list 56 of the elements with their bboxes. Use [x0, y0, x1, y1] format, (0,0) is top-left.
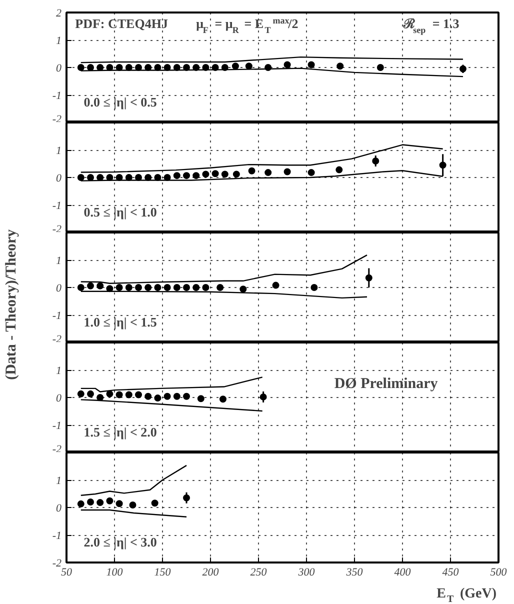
y-tick-label: 0 [56, 282, 62, 294]
point [77, 500, 84, 508]
x-tick-label: 50 [61, 566, 72, 578]
y-tick-label: -1 [52, 200, 62, 212]
point [248, 167, 256, 174]
point [116, 500, 123, 508]
x-tick-label: 400 [394, 566, 412, 578]
x-tick-label: 450 [442, 566, 460, 578]
point [173, 172, 180, 180]
point [106, 497, 114, 504]
x-tick-label: 350 [345, 566, 364, 578]
point [129, 502, 136, 509]
point [151, 500, 158, 507]
y-tick-label: -1 [52, 420, 62, 432]
y-tick-label: 1 [56, 475, 62, 487]
y-tick-label: 1 [56, 365, 62, 377]
x-tick-label: 500 [490, 566, 508, 578]
point [264, 169, 272, 176]
point [308, 169, 315, 176]
point [212, 170, 219, 178]
point [77, 174, 84, 181]
point [87, 498, 94, 506]
y-tick-label: 1 [56, 145, 62, 157]
y-tick-label: 0 [56, 392, 62, 404]
y-tick-label: -2 [52, 558, 62, 570]
point [202, 170, 210, 178]
y-tick-label: 0 [56, 62, 62, 74]
y-tick-label: 0 [56, 502, 62, 514]
x-tick-label: 300 [297, 566, 316, 578]
point [96, 499, 104, 506]
point [183, 172, 190, 180]
point [232, 170, 240, 178]
point [284, 168, 291, 176]
text: 1.0 ≤ |η| < 1.5 [84, 314, 158, 330]
x-tick-label: 250 [250, 566, 268, 578]
text: 1.5 ≤ |η| < 2.0 [84, 424, 157, 440]
x-tick-label: 150 [154, 566, 172, 578]
y-tick-label: -1 [52, 90, 62, 102]
point [87, 174, 94, 181]
y-tick-label: 1 [56, 255, 62, 267]
y-tick-label: 2 [56, 8, 62, 20]
text: 0.5 ≤ |η| < 1.0 [84, 204, 157, 220]
text: 2.0 ≤ |η| < 3.0 [84, 534, 157, 550]
y-tick-label: -1 [52, 310, 62, 322]
y-axis-title: (Data - Theory)/Theory [4, 228, 20, 380]
x-tick-label: 200 [202, 566, 220, 578]
point [192, 172, 200, 180]
y-tick-label: 0 [56, 172, 62, 184]
point [221, 170, 228, 178]
y-tick-label: -1 [52, 530, 62, 542]
annotation: PDF: CTEQ4HJ [75, 16, 168, 32]
x-tick-label: 100 [106, 566, 124, 578]
text: 0.0 ≤ |η| < 0.5 [84, 94, 158, 110]
annotation: DØ Preliminary [334, 376, 438, 392]
y-tick-label: 1 [56, 35, 62, 47]
point [96, 174, 104, 181]
